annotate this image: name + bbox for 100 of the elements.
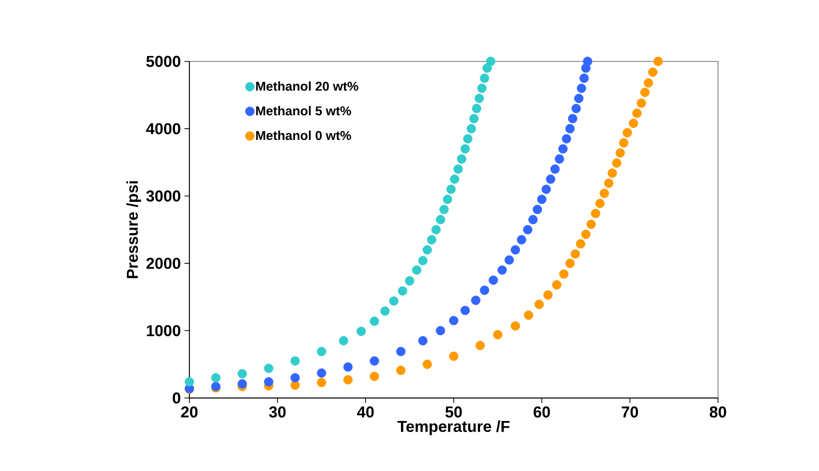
point (427, 235, 436, 244)
point (582, 56, 592, 66)
point (528, 214, 538, 224)
point (562, 134, 572, 144)
point (510, 245, 520, 254)
point (516, 235, 526, 244)
point (469, 114, 479, 124)
y-tick-label: 0 (172, 392, 180, 404)
point (546, 174, 556, 184)
point (640, 88, 650, 97)
point (612, 158, 622, 168)
point (211, 373, 220, 382)
point (554, 154, 564, 164)
point (532, 204, 542, 214)
point (316, 346, 326, 356)
point (456, 154, 466, 164)
point (450, 174, 460, 184)
point (460, 306, 470, 315)
point (380, 306, 390, 316)
x-tick-label: 60 (534, 406, 550, 418)
point (632, 108, 642, 118)
point (604, 178, 614, 188)
point (370, 316, 380, 326)
point (449, 351, 458, 361)
point (488, 275, 498, 285)
point (510, 321, 520, 330)
point (316, 368, 326, 378)
point (453, 164, 463, 174)
point (446, 184, 456, 194)
point (316, 378, 326, 388)
point (579, 73, 589, 83)
x-tick-label: 70 (622, 406, 638, 418)
point (581, 230, 591, 239)
point (477, 84, 487, 93)
point (619, 138, 628, 148)
point (616, 148, 625, 158)
point (343, 375, 353, 384)
point (570, 249, 580, 258)
y-tick-label: 3000 (146, 190, 180, 202)
point (412, 265, 422, 275)
legend-label: Methanol 20 wt% (256, 81, 358, 91)
point (471, 296, 480, 305)
point (653, 56, 663, 66)
point (504, 255, 514, 265)
x-tick-label: 40 (357, 406, 374, 418)
point (628, 118, 638, 128)
legend-label: Methanol 0 wt% (256, 130, 352, 140)
point (431, 224, 441, 234)
point (356, 326, 366, 336)
point (572, 104, 581, 114)
point (534, 300, 544, 309)
point (574, 94, 584, 103)
y-tick-label: 4000 (146, 123, 180, 134)
point (486, 56, 496, 66)
point (238, 379, 247, 388)
point (523, 224, 532, 234)
x-tick-label: 30 (269, 406, 286, 418)
point (439, 204, 449, 214)
point (636, 98, 646, 108)
x-tick-label: 50 (445, 406, 462, 418)
y-tick-label: 1000 (146, 324, 180, 336)
point (648, 67, 658, 77)
point (370, 372, 380, 381)
point (290, 356, 300, 366)
point (622, 128, 632, 138)
point (493, 330, 502, 340)
point (405, 276, 414, 286)
point (480, 73, 490, 83)
point (370, 356, 380, 366)
point (389, 296, 398, 306)
point (565, 124, 575, 134)
point (466, 124, 476, 134)
y-axis-title: Pressure /psi (126, 181, 142, 278)
point (398, 286, 408, 296)
point (418, 256, 428, 266)
point (559, 269, 568, 279)
point (524, 310, 534, 320)
x-tick-label: 20 (181, 406, 198, 418)
y-tick-label: 5000 (146, 56, 180, 67)
point (184, 377, 194, 386)
point (264, 364, 274, 373)
point (442, 194, 452, 204)
point (474, 94, 484, 103)
point (586, 220, 596, 229)
x-tick-label: 80 (710, 406, 726, 418)
point (595, 198, 605, 208)
point (475, 340, 485, 350)
point (558, 144, 568, 154)
point (264, 377, 274, 386)
point (449, 316, 458, 326)
point (460, 144, 470, 154)
x-axis-title: Temperature /F (397, 420, 510, 436)
point (590, 208, 600, 218)
point (422, 360, 432, 369)
point (396, 366, 406, 375)
point (343, 362, 353, 372)
point (463, 134, 472, 144)
point (436, 326, 446, 336)
point (576, 84, 586, 93)
point (498, 265, 507, 275)
